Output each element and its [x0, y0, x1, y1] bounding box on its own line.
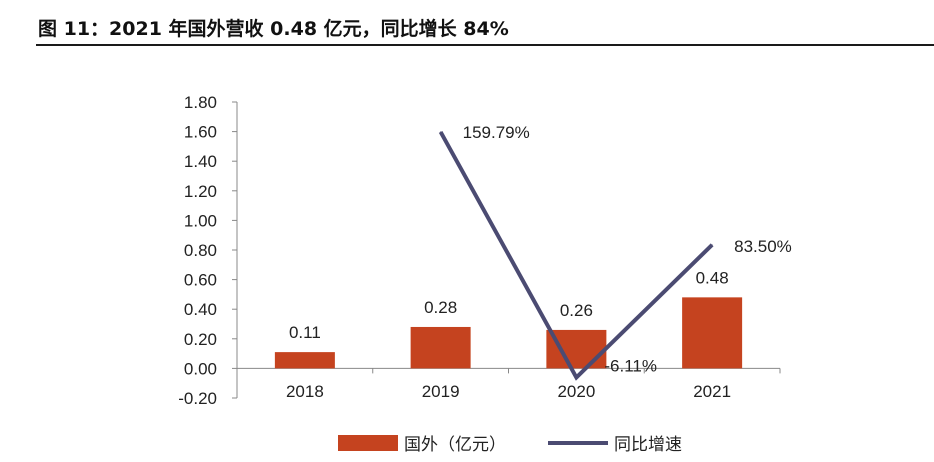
- y-tick-label: 1.80: [184, 93, 217, 112]
- line-value-label: 159.79%: [463, 123, 530, 142]
- y-axis: -0.20 0.00 0.20 0.40 0.60 0.80 1.00 1.20 1.40 1.6…: [178, 93, 238, 408]
- y-tick-label: 0.40: [184, 300, 217, 319]
- y-tick-label: -0.20: [178, 389, 217, 408]
- line-series: [438, 130, 714, 381]
- x-tick-label: 2019: [422, 382, 460, 401]
- line-value-label: -6.11%: [604, 356, 657, 375]
- legend-bar-swatch: [338, 434, 398, 451]
- bar-value-label: 0.28: [424, 298, 457, 317]
- figure-title: 图 11：2021 年国外营收 0.48 亿元，同比增长 84%: [38, 18, 509, 40]
- y-tick-label: 1.20: [184, 182, 217, 201]
- line-point: [711, 244, 713, 246]
- title-rule: [36, 44, 934, 46]
- y-tick-label: 0.00: [184, 359, 217, 378]
- bar: [274, 352, 335, 369]
- bar-series: [274, 297, 743, 369]
- bar: [410, 326, 471, 369]
- y-tick-label: 0.20: [184, 330, 217, 349]
- bar-value-label: 0.11: [289, 323, 321, 342]
- y-tick-label: 1.40: [184, 152, 217, 171]
- legend: 国外（亿元） 同比增速: [338, 430, 682, 455]
- bar-value-label: 0.26: [560, 301, 593, 320]
- bar-value-label: 0.48: [696, 268, 729, 287]
- y-tick-label: 0.80: [184, 241, 217, 260]
- x-tick-label: 2020: [557, 382, 595, 401]
- line-point: [440, 131, 442, 133]
- line-point: [575, 376, 577, 378]
- y-tick-label: 1.60: [184, 123, 217, 142]
- data-labels: 0.11 0.28 0.26 0.48 159.79% -6.11% 83.50%: [289, 123, 792, 376]
- bar: [546, 329, 607, 369]
- legend-line-swatch: [548, 440, 608, 445]
- legend-bar-label: 国外（亿元）: [404, 435, 506, 455]
- x-tick-label: 2021: [693, 382, 731, 401]
- line-value-label: 83.50%: [734, 237, 792, 256]
- bar: [682, 297, 743, 369]
- y-tick-label: 0.60: [184, 271, 217, 290]
- legend-line-label: 同比增速: [614, 435, 682, 455]
- x-tick-label: 2018: [286, 382, 324, 401]
- y-tick-label: 1.00: [184, 211, 217, 230]
- x-axis: 2018 2019 2020 2021: [236, 367, 781, 401]
